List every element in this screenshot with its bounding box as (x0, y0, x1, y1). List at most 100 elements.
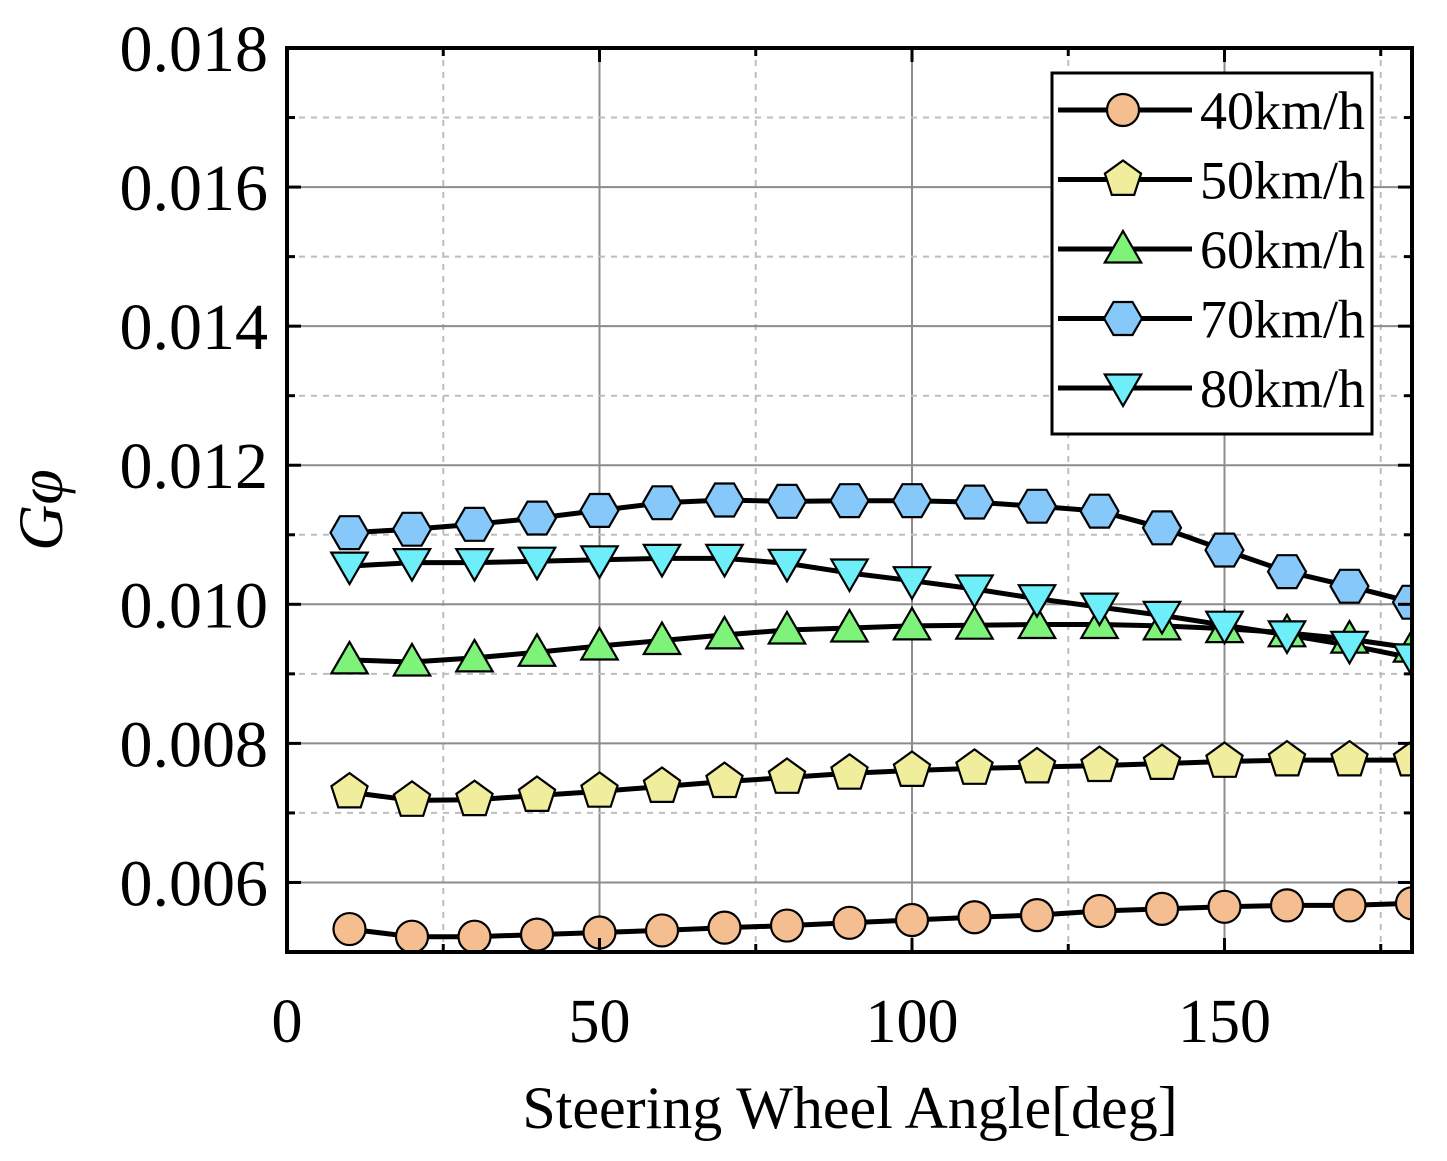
data-point-80km-h (704, 543, 745, 579)
data-point-70km-h (766, 483, 808, 519)
data-point-50km-h (517, 775, 557, 813)
data-point-80km-h (641, 543, 683, 579)
data-point-70km-h (829, 483, 870, 519)
y-tick-label: 0.016 (120, 152, 269, 225)
data-point-50km-h (455, 779, 494, 817)
data-point-80km-h (766, 548, 808, 584)
x-tick-label: 100 (866, 988, 959, 1056)
legend-item-40km-h: 40km/h (1058, 81, 1365, 141)
data-point-40km-h (1019, 898, 1055, 933)
legend-marker (1105, 92, 1141, 128)
data-point-40km-h (957, 900, 992, 935)
legend-item-80km-h: 80km/h (1058, 359, 1365, 419)
data-point-70km-h (516, 500, 558, 536)
data-point-60km-h (1016, 604, 1058, 640)
data-point-50km-h (767, 757, 807, 794)
data-point-50km-h (642, 766, 682, 804)
x-axis-label: Steering Wheel Angle[deg] (522, 1075, 1177, 1141)
legend: 40km/h 50km/h 60km/h 70km/h 80km/h (1050, 71, 1374, 436)
data-point-40km-h (1332, 888, 1367, 923)
data-point-70km-h (641, 485, 683, 521)
data-point-60km-h (641, 620, 683, 656)
data-point-40km-h (894, 902, 930, 938)
data-point-80km-h (1329, 630, 1370, 666)
data-point-60km-h (454, 637, 495, 673)
data-point-40km-h (394, 919, 430, 952)
data-point-50km-h (1205, 741, 1244, 778)
data-point-60km-h (829, 607, 870, 643)
data-point-40km-h (1269, 888, 1305, 923)
data-point-70km-h (1391, 584, 1412, 620)
y-tick-label: 0.018 (120, 13, 269, 86)
data-point-70km-h (1204, 532, 1245, 568)
data-point-50km-h (1142, 743, 1182, 781)
data-point-50km-h (892, 750, 932, 788)
data-point-70km-h (704, 482, 745, 518)
legend-marker (1102, 373, 1144, 409)
legend-label: 40km/h (1200, 81, 1365, 141)
data-point-60km-h (766, 609, 808, 645)
x-tick-label: 150 (1178, 988, 1271, 1056)
data-point-80km-h (579, 545, 620, 580)
data-point-70km-h (1266, 554, 1308, 590)
data-point-80km-h (1391, 643, 1412, 679)
y-tick-label: 0.006 (120, 847, 269, 920)
data-point-80km-h (454, 547, 495, 583)
data-point-60km-h (954, 605, 995, 640)
plot-frame (285, 46, 1414, 954)
axes: 0 50 100 150 0.006 0.008 0.010 0.012 0.014 0.016 0… (5, 13, 1414, 1056)
y-axis-label: Gφ (5, 469, 76, 551)
data-point-50km-h (392, 780, 432, 817)
data-point-50km-h (1017, 746, 1057, 784)
data-point-80km-h (891, 566, 933, 601)
data-point-60km-h (516, 632, 558, 667)
legend-marker (1102, 228, 1144, 264)
data-point-40km-h (1144, 891, 1180, 926)
data-point-80km-h (391, 547, 433, 583)
data-point-50km-h (1080, 745, 1119, 783)
legend-label: 80km/h (1200, 359, 1365, 419)
y-tick-label: 0.008 (120, 708, 269, 781)
data-point-60km-h (579, 625, 620, 661)
data-point-60km-h (329, 639, 370, 675)
legend-item-60km-h: 60km/h (1058, 220, 1365, 280)
data-point-80km-h (1141, 600, 1183, 636)
x-tick-label: 50 (569, 988, 631, 1056)
data-point-40km-h (519, 917, 555, 952)
data-point-80km-h (1016, 584, 1058, 619)
data-point-50km-h (830, 752, 869, 790)
data-point-70km-h (1329, 568, 1370, 604)
data-point-80km-h (329, 551, 370, 587)
data-point-80km-h (516, 546, 558, 582)
data-point-70km-h (454, 506, 495, 542)
data-point-50km-h (1392, 739, 1412, 777)
data-point-70km-h (1016, 488, 1058, 524)
data-point-40km-h (769, 908, 805, 943)
data-point-80km-h (829, 558, 870, 594)
data-point-70km-h (329, 515, 370, 551)
data-point-80km-h (1204, 610, 1245, 646)
data-point-70km-h (579, 492, 620, 529)
data-point-60km-h (391, 641, 433, 677)
legend-label: 50km/h (1200, 151, 1365, 211)
data-point-40km-h (644, 913, 680, 948)
legend-marker (1103, 159, 1143, 196)
data-point-40km-h (1207, 889, 1242, 924)
data-point-40km-h (457, 919, 492, 952)
legend-label: 60km/h (1200, 220, 1365, 280)
data-point-40km-h (707, 910, 742, 945)
data-point-80km-h (1079, 592, 1120, 628)
data-point-60km-h (704, 614, 745, 650)
data-point-80km-h (954, 574, 995, 610)
y-tick-label: 0.012 (120, 430, 269, 503)
y-tick-label: 0.010 (120, 569, 269, 642)
data-point-40km-h (832, 905, 867, 940)
data-point-50km-h (705, 761, 744, 799)
data-point-40km-h (1394, 886, 1412, 921)
data-point-70km-h (891, 483, 933, 519)
data-point-40km-h (332, 911, 367, 947)
data-point-70km-h (954, 484, 995, 520)
series-layer (329, 482, 1412, 952)
data-point-70km-h (1141, 510, 1183, 546)
